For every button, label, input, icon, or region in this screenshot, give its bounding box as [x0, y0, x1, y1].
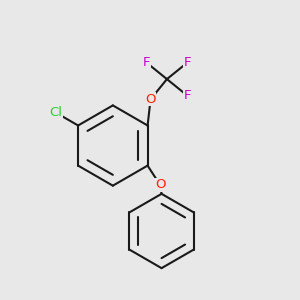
Text: F: F: [143, 56, 151, 69]
Text: Cl: Cl: [50, 106, 63, 119]
Text: F: F: [183, 89, 191, 102]
Text: F: F: [183, 56, 191, 69]
Text: O: O: [145, 93, 156, 106]
Text: O: O: [155, 178, 165, 191]
